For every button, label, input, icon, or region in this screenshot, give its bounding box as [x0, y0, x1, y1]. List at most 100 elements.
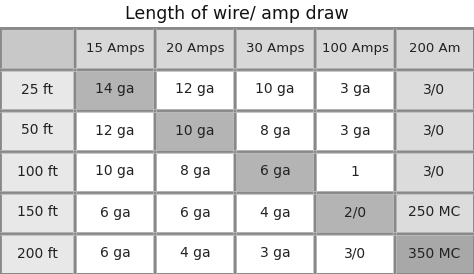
- Text: 200 ft: 200 ft: [17, 247, 58, 261]
- Bar: [155, 151, 235, 192]
- Bar: [0, 192, 75, 233]
- Bar: [75, 28, 155, 69]
- Bar: [315, 28, 395, 69]
- Text: 6 ga: 6 ga: [260, 164, 291, 178]
- Bar: [155, 233, 235, 274]
- Bar: [75, 69, 155, 110]
- Bar: [315, 28, 395, 69]
- Bar: [315, 151, 395, 192]
- Bar: [0, 28, 75, 69]
- Bar: [315, 233, 395, 274]
- Text: 12 ga: 12 ga: [175, 82, 215, 96]
- Bar: [75, 110, 155, 151]
- Bar: [395, 151, 474, 192]
- Bar: [235, 233, 315, 274]
- Bar: [75, 233, 155, 274]
- Bar: [155, 69, 235, 110]
- Text: 250 MC: 250 MC: [408, 206, 461, 219]
- Bar: [155, 69, 235, 110]
- Text: 8 ga: 8 ga: [260, 124, 291, 138]
- Bar: [0, 69, 75, 110]
- Bar: [75, 192, 155, 233]
- Text: 6 ga: 6 ga: [180, 206, 210, 219]
- Bar: [0, 151, 75, 192]
- Text: 2/0: 2/0: [344, 206, 366, 219]
- Bar: [235, 69, 315, 110]
- Bar: [235, 151, 315, 192]
- Text: 4 ga: 4 ga: [180, 247, 210, 261]
- Text: 3/0: 3/0: [344, 247, 366, 261]
- Bar: [155, 192, 235, 233]
- Text: 1: 1: [351, 164, 359, 178]
- Bar: [315, 110, 395, 151]
- Bar: [235, 110, 315, 151]
- Bar: [0, 28, 75, 69]
- Bar: [315, 151, 395, 192]
- Bar: [0, 110, 75, 151]
- Text: 14 ga: 14 ga: [95, 82, 135, 96]
- Bar: [395, 69, 474, 110]
- Bar: [0, 69, 75, 110]
- Bar: [395, 28, 474, 69]
- Bar: [395, 69, 474, 110]
- Bar: [235, 192, 315, 233]
- Bar: [75, 192, 155, 233]
- Text: 50 ft: 50 ft: [21, 124, 54, 138]
- Bar: [395, 28, 474, 69]
- Bar: [395, 192, 474, 233]
- Text: 8 ga: 8 ga: [180, 164, 210, 178]
- Text: 200 Am: 200 Am: [409, 42, 460, 55]
- Bar: [155, 110, 235, 151]
- Bar: [395, 192, 474, 233]
- Text: 100 Amps: 100 Amps: [321, 42, 388, 55]
- Bar: [155, 151, 235, 192]
- Bar: [235, 28, 315, 69]
- Bar: [395, 110, 474, 151]
- Bar: [0, 151, 75, 192]
- Bar: [395, 233, 474, 274]
- Text: 100 ft: 100 ft: [17, 164, 58, 178]
- Bar: [75, 233, 155, 274]
- Bar: [0, 110, 75, 151]
- Text: 6 ga: 6 ga: [100, 206, 130, 219]
- Bar: [0, 192, 75, 233]
- Text: 150 ft: 150 ft: [17, 206, 58, 219]
- Text: 3/0: 3/0: [423, 164, 446, 178]
- Bar: [235, 69, 315, 110]
- Bar: [315, 69, 395, 110]
- Text: 3 ga: 3 ga: [340, 124, 370, 138]
- Bar: [235, 233, 315, 274]
- Bar: [315, 192, 395, 233]
- Bar: [235, 110, 315, 151]
- Bar: [395, 151, 474, 192]
- Bar: [75, 69, 155, 110]
- Text: 3/0: 3/0: [423, 124, 446, 138]
- Bar: [235, 28, 315, 69]
- Bar: [315, 69, 395, 110]
- Bar: [235, 192, 315, 233]
- Text: 3 ga: 3 ga: [260, 247, 290, 261]
- Bar: [75, 28, 155, 69]
- Text: 6 ga: 6 ga: [100, 247, 130, 261]
- Text: 10 ga: 10 ga: [175, 124, 215, 138]
- Text: 15 Amps: 15 Amps: [86, 42, 144, 55]
- Text: 10 ga: 10 ga: [255, 82, 295, 96]
- Bar: [75, 110, 155, 151]
- Bar: [155, 28, 235, 69]
- Bar: [395, 233, 474, 274]
- Bar: [235, 151, 315, 192]
- Text: 20 Amps: 20 Amps: [166, 42, 224, 55]
- Bar: [155, 192, 235, 233]
- Bar: [155, 28, 235, 69]
- Text: 10 ga: 10 ga: [95, 164, 135, 178]
- Bar: [315, 233, 395, 274]
- Text: 30 Amps: 30 Amps: [246, 42, 304, 55]
- Bar: [155, 110, 235, 151]
- Text: 3/0: 3/0: [423, 82, 446, 96]
- Text: 4 ga: 4 ga: [260, 206, 290, 219]
- Bar: [75, 151, 155, 192]
- Bar: [0, 233, 75, 274]
- Text: 25 ft: 25 ft: [21, 82, 54, 96]
- Bar: [395, 110, 474, 151]
- Bar: [0, 233, 75, 274]
